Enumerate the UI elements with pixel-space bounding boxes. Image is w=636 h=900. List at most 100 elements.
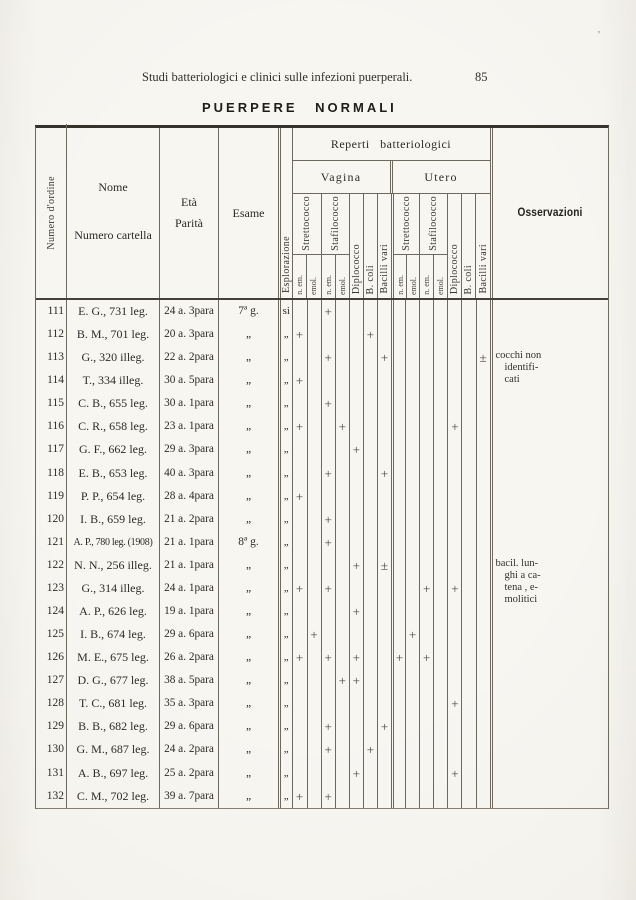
emol-label: emol. [436, 277, 446, 295]
mark-cell-vagina-b-coli [362, 623, 377, 647]
mark-cell-utero-b-coli [461, 438, 475, 462]
row-esplorazione: „ [278, 761, 292, 785]
row-esplorazione: „ [278, 415, 292, 439]
mark-cell-vagina-stafilococco-n-em [320, 553, 335, 577]
row-osservazioni [489, 507, 609, 531]
header-osservazioni: Osservazioni [489, 128, 609, 298]
row-age-parity: 30 a. 1para [159, 392, 218, 416]
mark-cell-utero-stafilococco-n-em [419, 461, 433, 485]
row-number: 112 [47, 328, 64, 341]
row-osservazioni [489, 300, 609, 324]
mark-cell-vagina-stafilococco-emol: + [334, 415, 349, 439]
mark-cell-utero-stafilococco-n-em [419, 715, 433, 739]
mark-cell-vagina-bacilli-vari [376, 484, 391, 508]
vagina-diplococco-col: Diplococco [348, 194, 363, 298]
mark-cell-vagina-diplococco [348, 461, 363, 485]
row-number: 124 [46, 605, 64, 618]
mark-cell-vagina-bacilli-vari [376, 300, 391, 324]
mark-cell-vagina-stafilococco-n-em [320, 600, 335, 624]
header-esame: Esame [218, 128, 278, 298]
mark-cell-vagina-b-coli [362, 553, 377, 577]
mark-cell-vagina-bacilli-vari [376, 323, 391, 347]
mark-cell-vagina-stafilococco-n-em [320, 438, 335, 462]
row-esplorazione: „ [278, 738, 292, 762]
row-number: 130 [46, 743, 64, 756]
osservazioni-text: cocchi non identifi- cati [495, 350, 542, 386]
row-number: 121 [46, 535, 64, 548]
row-age-parity: 19 a. 1para [159, 600, 218, 624]
mark-cell-utero-b-coli [461, 692, 475, 716]
row-esame: „ [218, 600, 278, 624]
row-number: 129 [46, 720, 64, 733]
mark-cell-vagina-stafilococco-emol [334, 576, 349, 601]
row-marks: + + [291, 761, 490, 785]
row-osservazioni [489, 692, 609, 716]
mark-cell-utero-bacilli-vari [475, 623, 490, 647]
row-marks: + [291, 369, 490, 393]
mark-cell-vagina-strettococco-emol [306, 323, 321, 347]
mark-cell-utero-bacilli-vari [475, 415, 490, 439]
row-name: M. E., 675 leg. [66, 646, 159, 670]
row-esplorazione: „ [278, 530, 292, 554]
row-age-parity: 30 a. 5para [159, 369, 218, 393]
mark-cell-vagina-bacilli-vari: + [376, 346, 391, 370]
mark-cell-vagina-stafilococco-emol [334, 346, 349, 370]
row-esplorazione: „ [278, 553, 292, 577]
row-esplorazione: „ [278, 392, 292, 416]
mark-cell-utero-diplococco [447, 461, 461, 485]
mark-cell-utero-stafilococco-emol [433, 438, 447, 462]
header-nome: Nome Numero cartella [66, 124, 159, 298]
mark-cell-vagina-stafilococco-n-em: + [320, 461, 335, 485]
mark-cell-vagina-stafilococco-n-em [320, 623, 335, 647]
table-row: 120 I. B., 659 leg. 21 a. 2para „ „ + [36, 507, 609, 531]
row-age-parity: 29 a. 6para [159, 623, 218, 647]
table-row: 128 T. C., 681 leg. 35 a. 3para „ „ + [36, 692, 609, 716]
mark-cell-utero-strettococco-emol [405, 715, 419, 739]
row-age-parity: 40 a. 3para [159, 461, 218, 485]
row-name: E. B., 653 leg. [66, 461, 159, 485]
row-age-parity: 39 a. 7para [159, 784, 218, 808]
mark-cell-vagina-bacilli-vari [376, 415, 391, 439]
mark-cell-vagina-strettococco-n-em [293, 346, 307, 369]
row-esame: „ [218, 576, 278, 601]
row-name: N. N., 256 illeg. [66, 553, 159, 577]
mark-cell-vagina-stafilococco-emol [334, 646, 349, 670]
mark-cell-vagina-stafilococco-n-em: + [320, 784, 335, 808]
mark-cell-utero-diplococco [447, 715, 461, 739]
table-body: 111 E. G., 731 leg. 24 a. 3para 7ª g. si… [36, 300, 608, 809]
mark-cell-utero-stafilococco-n-em [419, 323, 433, 347]
mark-cell-vagina-diplococco [348, 323, 363, 347]
row-esplorazione: „ [278, 600, 292, 624]
mark-cell-utero-stafilococco-n-em [419, 600, 433, 624]
mark-cell-vagina-stafilococco-emol [334, 692, 349, 716]
mark-cell-utero-strettococco-emol [405, 438, 419, 462]
data-table: Numero d'ordine Nome Numero cartella Età… [35, 124, 609, 809]
mark-cell-utero-bacilli-vari [475, 484, 490, 508]
table-row: 113 G., 320 illeg. 22 a. 2para „ „ + + ± c… [36, 346, 608, 385]
row-esame: „ [218, 392, 278, 416]
mark-cell-utero-stafilococco-emol [433, 784, 447, 808]
mark-cell-utero-strettococco-emol [405, 646, 419, 670]
mark-cell-vagina-strettococco-n-em [293, 600, 307, 623]
row-name: E. G., 731 leg. [66, 300, 159, 324]
row-osservazioni [489, 761, 609, 785]
mark-cell-vagina-bacilli-vari [376, 507, 391, 531]
mark-cell-utero-strettococco-n-em [391, 553, 405, 577]
mark-cell-vagina-strettococco-emol [306, 784, 321, 808]
row-marks: + [291, 438, 490, 462]
mark-cell-utero-strettococco-emol [405, 300, 419, 324]
mark-cell-vagina-stafilococco-emol [334, 784, 349, 808]
mark-cell-vagina-diplococco [348, 623, 363, 647]
mark-cell-vagina-strettococco-n-em [293, 300, 307, 323]
mark-cell-vagina-stafilococco-n-em [320, 669, 335, 693]
row-age-parity: 35 a. 3para [159, 692, 218, 716]
row-esame: „ [218, 438, 278, 462]
mark-cell-utero-strettococco-emol [405, 507, 419, 531]
mark-cell-utero-b-coli [461, 600, 475, 624]
vagina-utero-row: Vagina Utero [292, 161, 490, 194]
mark-cell-utero-strettococco-n-em [391, 415, 405, 439]
numero-ordine-label: Numero d'ordine [45, 176, 57, 250]
mark-cell-vagina-bacilli-vari [376, 438, 391, 462]
mark-cell-vagina-strettococco-emol: + [306, 623, 321, 647]
mark-cell-utero-stafilococco-emol [433, 346, 447, 370]
